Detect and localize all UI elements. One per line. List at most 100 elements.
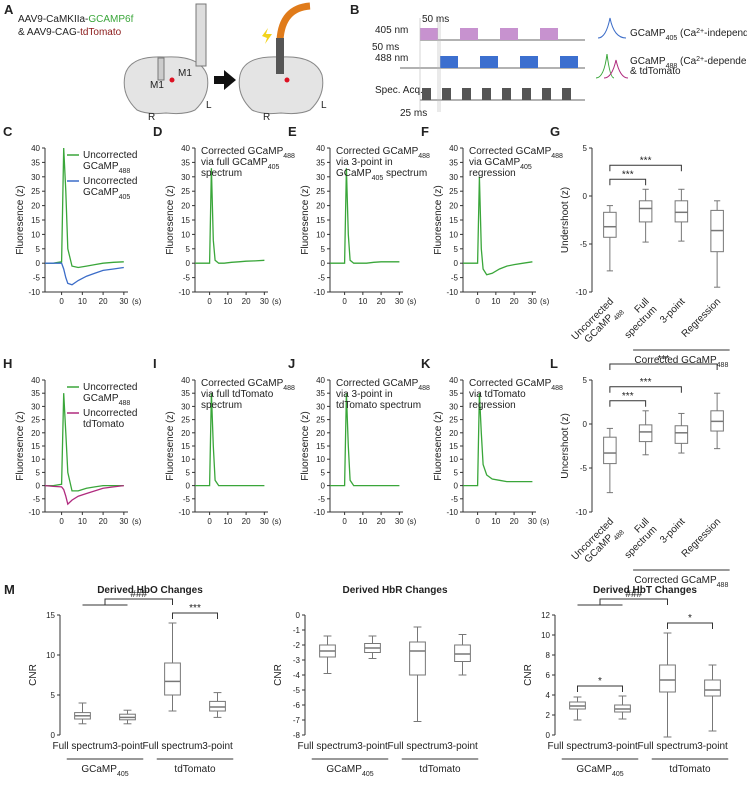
y-tick-label: 35	[181, 389, 190, 398]
x-tick-label-part: 3-point	[607, 741, 638, 752]
y-tick-label: -10	[178, 288, 190, 297]
pulse	[480, 56, 498, 68]
legend-text-part: 405	[666, 35, 678, 42]
y-tick-label: 40	[31, 144, 40, 153]
legend-label-part: GCaMP	[83, 161, 119, 172]
legend-label: Uncorrected GCaMP488	[83, 150, 137, 175]
y-tick-label: -5	[183, 274, 191, 283]
y-tick-label: -5	[33, 274, 41, 283]
pulse	[500, 28, 518, 40]
y-tick-label: -10	[28, 508, 40, 517]
x-tick-label: 30	[119, 517, 128, 526]
group-label-part: GCaMP	[81, 764, 117, 775]
annotation-part: spectrum	[201, 400, 242, 411]
x-tick-label: 20	[242, 517, 251, 526]
annotation-part: 405	[520, 164, 532, 171]
timing-label: 50 ms	[422, 14, 449, 25]
x-tick-label-part: Full spectrum	[387, 741, 447, 752]
y-tick-label: 35	[449, 389, 458, 398]
y-tick-label: 5	[36, 245, 41, 254]
side-label: R	[148, 112, 155, 123]
y-tick-label: 5	[321, 468, 326, 477]
y-tick-label: 15	[181, 216, 190, 225]
x-tick-label: 0	[342, 517, 347, 526]
y-tick-label: 25	[181, 416, 190, 425]
y-axis-label: Uncershoot (z)	[560, 413, 571, 479]
pulse	[562, 88, 571, 100]
y-tick-label: 0	[36, 482, 41, 491]
y-tick-label: 30	[181, 402, 190, 411]
x-unit: (s)	[540, 297, 550, 306]
panel-letter: I	[153, 356, 157, 371]
y-tick-label: 5	[583, 376, 588, 385]
legend-label-part: 488	[119, 400, 131, 407]
box	[674, 200, 689, 223]
row-label: 405 nm	[375, 25, 408, 36]
annotation-part: Corrected GCaMP	[201, 146, 284, 157]
annotation-part: via full tdTomato	[201, 389, 274, 400]
y-tick-label: 10	[31, 230, 40, 239]
y-tick-label: 0	[454, 259, 459, 268]
side-label: R	[263, 112, 270, 123]
construct-label-part: & AAV9-CAG-	[18, 27, 80, 38]
y-tick-label: 5	[454, 468, 459, 477]
y-tick-label: 20	[316, 429, 325, 438]
x-unit: (s)	[407, 297, 417, 306]
y-tick-label: 30	[449, 173, 458, 182]
y-tick-label: 40	[316, 376, 325, 385]
series-line	[44, 484, 124, 506]
x-tick-label-part: 3-point	[357, 741, 388, 752]
y-axis-label: Fluoresence (z)	[300, 411, 311, 480]
y-axis-label: Fluoresence (z)	[300, 185, 311, 254]
box	[638, 200, 653, 223]
annotation: Corrected GCaMP488 via tdTomato regression	[469, 378, 563, 411]
x-tick-label: 3-point	[607, 741, 638, 752]
y-axis-label: Fluoresence (z)	[433, 185, 444, 254]
y-tick-label: 5	[454, 245, 459, 254]
panel-letter: C	[3, 124, 13, 139]
construct-label: AAV9-CaMKIIa-GCAMP6f & AAV9-CAG-tdTomato	[18, 14, 134, 38]
annotation-part: regression	[469, 168, 516, 179]
row-label: Spec. Acq.	[375, 85, 423, 96]
group-label: tdTomato	[419, 764, 461, 775]
x-unit: (s)	[132, 517, 142, 526]
fiber	[276, 38, 284, 74]
y-tick-label: 40	[181, 144, 190, 153]
y-tick-label: 40	[449, 376, 458, 385]
y-tick-label: 25	[31, 416, 40, 425]
x-tick-label: 10	[223, 297, 232, 306]
x-tick-label: Fullspectrum	[615, 296, 660, 341]
y-tick-label: -5	[183, 495, 191, 504]
site-label: M1	[178, 68, 192, 79]
pulse	[422, 88, 431, 100]
significance-label: *	[688, 613, 692, 624]
annotation-part: GCaMP	[336, 168, 372, 179]
y-tick-label: 10	[449, 230, 458, 239]
y-tick-label: -10	[575, 288, 587, 297]
group-label: GCaMP405	[81, 764, 128, 778]
fiber	[195, 3, 207, 67]
annotation-part: Corrected GCaMP	[336, 378, 419, 389]
y-tick-label: 4	[546, 691, 551, 700]
group-label-part: 488	[717, 582, 729, 589]
y-tick-label: 10	[449, 455, 458, 464]
y-axis-label: Fluoresence (z)	[433, 411, 444, 480]
y-tick-label: 5	[51, 691, 56, 700]
legend-label-part: Uncorrected	[83, 150, 137, 161]
y-tick-label: 5	[186, 245, 191, 254]
x-tick-label: 30	[119, 297, 128, 306]
legend-text-part: 2+	[696, 56, 704, 63]
y-tick-label: 0	[583, 420, 588, 429]
box	[704, 679, 721, 697]
significance-label: ***	[189, 603, 201, 614]
light-icon	[262, 28, 272, 44]
y-axis-label: Fluoresence (z)	[15, 185, 26, 254]
site	[284, 77, 290, 83]
chart-title: Derived HbR Changes	[342, 585, 447, 596]
y-tick-label: 8	[546, 651, 551, 660]
pulse	[542, 88, 551, 100]
y-tick-label: 5	[321, 245, 326, 254]
group-label: GCaMP405	[326, 764, 373, 778]
significance-label: ###	[130, 589, 147, 600]
x-tick-label-part: 488	[612, 309, 625, 322]
